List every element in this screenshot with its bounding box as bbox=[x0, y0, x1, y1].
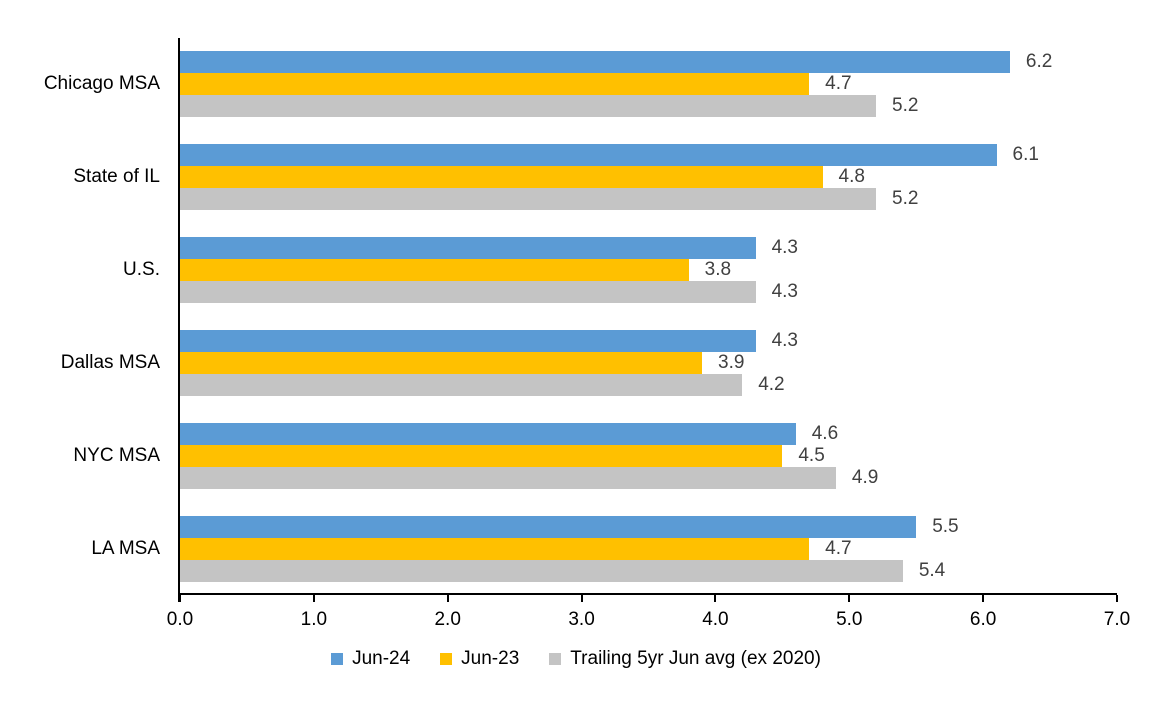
data-label: 3.8 bbox=[704, 259, 732, 281]
x-tick-label: 7.0 bbox=[1103, 609, 1131, 630]
legend-label: Trailing 5yr Jun avg (ex 2020) bbox=[570, 648, 821, 669]
bar-trailing-5yr-jun-avg-ex-2020- bbox=[180, 466, 836, 489]
legend-item: Jun-23 bbox=[440, 648, 519, 670]
data-label: 4.3 bbox=[771, 237, 798, 259]
category-label: Chicago MSA bbox=[43, 73, 160, 95]
data-label: 5.5 bbox=[932, 515, 959, 537]
data-label: 4.7 bbox=[825, 537, 852, 559]
bar-trailing-5yr-jun-avg-ex-2020- bbox=[180, 559, 903, 582]
data-label: 4.3 bbox=[771, 281, 798, 303]
category-label: State of IL bbox=[73, 166, 160, 188]
x-tick-label: 4.0 bbox=[702, 609, 729, 630]
data-label: 3.9 bbox=[718, 351, 745, 373]
bar-jun-24 bbox=[180, 237, 756, 260]
data-label: 4.3 bbox=[771, 329, 798, 351]
category-label: U.S. bbox=[123, 259, 160, 281]
bar-jun-24 bbox=[180, 51, 1010, 74]
data-label: 6.2 bbox=[1025, 51, 1053, 73]
chart-legend: Jun-24 Jun-23 Trailing 5yr Jun avg (ex 202… bbox=[0, 648, 1152, 670]
legend-swatch-icon bbox=[331, 653, 344, 665]
data-label: 4.6 bbox=[811, 422, 839, 444]
bar-jun-24 bbox=[180, 144, 997, 167]
data-label: 6.1 bbox=[1012, 144, 1039, 166]
data-label: 4.5 bbox=[798, 444, 825, 466]
data-label: 4.7 bbox=[825, 73, 852, 95]
legend-label: Jun-24 bbox=[352, 648, 411, 669]
legend-label: Jun-23 bbox=[461, 648, 520, 669]
category-label: NYC MSA bbox=[73, 444, 160, 466]
x-tick-label: 2.0 bbox=[434, 609, 461, 630]
x-tick-mark bbox=[714, 595, 717, 602]
x-tick-label: 3.0 bbox=[568, 609, 595, 630]
bar-trailing-5yr-jun-avg-ex-2020- bbox=[180, 373, 743, 396]
x-tick-mark bbox=[179, 595, 181, 602]
bar-jun-23 bbox=[180, 537, 810, 560]
x-tick-label: 0.0 bbox=[166, 609, 194, 630]
x-tick-mark bbox=[982, 595, 985, 602]
data-label: 4.8 bbox=[838, 166, 865, 188]
x-tick-label: 5.0 bbox=[836, 609, 863, 630]
legend-item: Trailing 5yr Jun avg (ex 2020) bbox=[549, 648, 821, 670]
data-label: 4.9 bbox=[851, 466, 879, 488]
y-axis-line bbox=[178, 38, 180, 602]
category-label: LA MSA bbox=[91, 537, 160, 559]
bar-jun-24 bbox=[180, 422, 796, 445]
bar-jun-24 bbox=[180, 329, 756, 352]
x-tick-label: 1.0 bbox=[300, 609, 328, 630]
x-tick-mark bbox=[580, 595, 583, 602]
bar-jun-23 bbox=[180, 166, 823, 189]
category-label: Dallas MSA bbox=[60, 351, 160, 373]
bar-trailing-5yr-jun-avg-ex-2020- bbox=[180, 281, 756, 304]
data-label: 5.4 bbox=[918, 559, 946, 581]
x-axis-line bbox=[178, 593, 1117, 595]
bar-jun-24 bbox=[180, 515, 917, 538]
x-tick-mark bbox=[312, 595, 315, 602]
x-tick-mark bbox=[848, 595, 851, 602]
bar-jun-23 bbox=[180, 444, 783, 467]
legend-swatch-icon bbox=[440, 653, 453, 665]
x-tick-label: 6.0 bbox=[969, 609, 997, 630]
bar-trailing-5yr-jun-avg-ex-2020- bbox=[180, 95, 877, 118]
data-label: 5.2 bbox=[892, 95, 919, 117]
bar-jun-23 bbox=[180, 73, 810, 96]
x-tick-mark bbox=[1116, 595, 1118, 602]
data-label: 5.2 bbox=[892, 188, 919, 210]
bar-trailing-5yr-jun-avg-ex-2020- bbox=[180, 188, 877, 211]
bar-jun-23 bbox=[180, 351, 703, 374]
legend-item: Jun-24 bbox=[331, 648, 410, 670]
bar-jun-23 bbox=[180, 259, 689, 282]
x-tick-mark bbox=[446, 595, 449, 602]
legend-swatch-icon bbox=[549, 653, 562, 665]
data-label: 4.2 bbox=[758, 373, 785, 395]
